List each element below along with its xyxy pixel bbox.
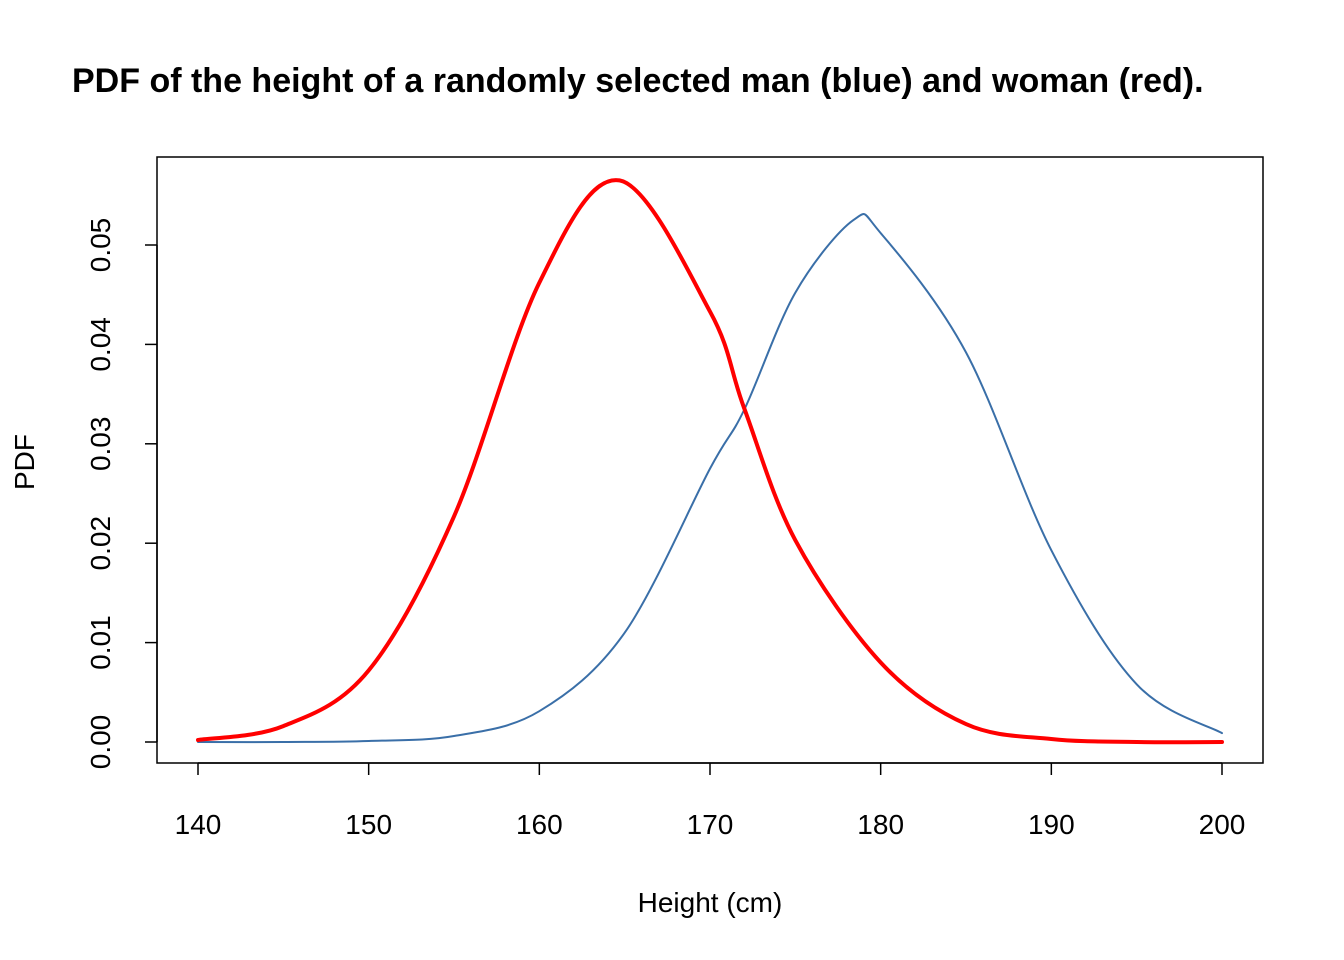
series-line-0 <box>197 213 1223 744</box>
y-tick-label: 0.02 <box>85 516 116 571</box>
y-tick-label: 0.00 <box>85 715 116 770</box>
series-line-1 <box>196 178 1224 745</box>
x-axis: 140 150 160 170 180 190 200 <box>175 762 1246 840</box>
y-tick-label: 0.03 <box>85 417 116 472</box>
y-tick-label: 0.05 <box>85 218 116 273</box>
x-tick-label: 180 <box>857 809 904 840</box>
y-axis-label: PDF <box>9 434 40 490</box>
plot-frame <box>156 156 1264 764</box>
y-tick-label: 0.01 <box>85 615 116 670</box>
x-axis-label: Height (cm) <box>638 887 783 918</box>
x-tick-label: 170 <box>687 809 734 840</box>
chart-title: PDF of the height of a randomly selected… <box>72 62 1204 100</box>
x-tick-label: 190 <box>1028 809 1075 840</box>
x-tick-label: 150 <box>345 809 392 840</box>
y-tick-label: 0.04 <box>85 317 116 372</box>
y-axis: 0.00 0.01 0.02 0.03 0.04 0.05 <box>85 218 158 770</box>
x-tick-label: 160 <box>516 809 563 840</box>
series-layer <box>196 178 1224 745</box>
x-tick-label: 140 <box>175 809 222 840</box>
x-tick-label: 200 <box>1199 809 1246 840</box>
